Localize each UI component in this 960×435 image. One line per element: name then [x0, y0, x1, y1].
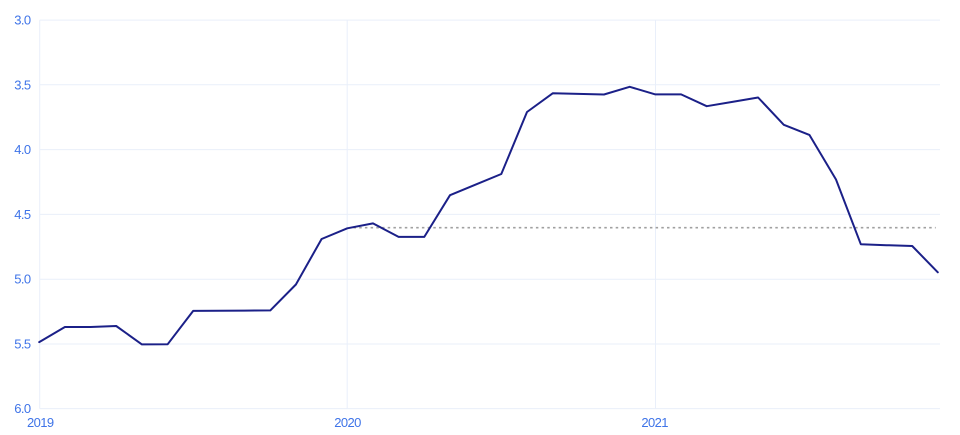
svg-text:3.0: 3.0 — [14, 13, 31, 28]
svg-text:5.5: 5.5 — [14, 337, 31, 352]
svg-text:5.0: 5.0 — [14, 272, 31, 287]
svg-text:4.0: 4.0 — [14, 142, 31, 157]
svg-text:2019: 2019 — [27, 415, 54, 430]
svg-text:3.5: 3.5 — [14, 77, 31, 92]
svg-text:4.5: 4.5 — [14, 207, 31, 222]
svg-text:2020: 2020 — [334, 415, 361, 430]
svg-text:6.0: 6.0 — [14, 401, 31, 416]
svg-text:2021: 2021 — [641, 415, 668, 430]
